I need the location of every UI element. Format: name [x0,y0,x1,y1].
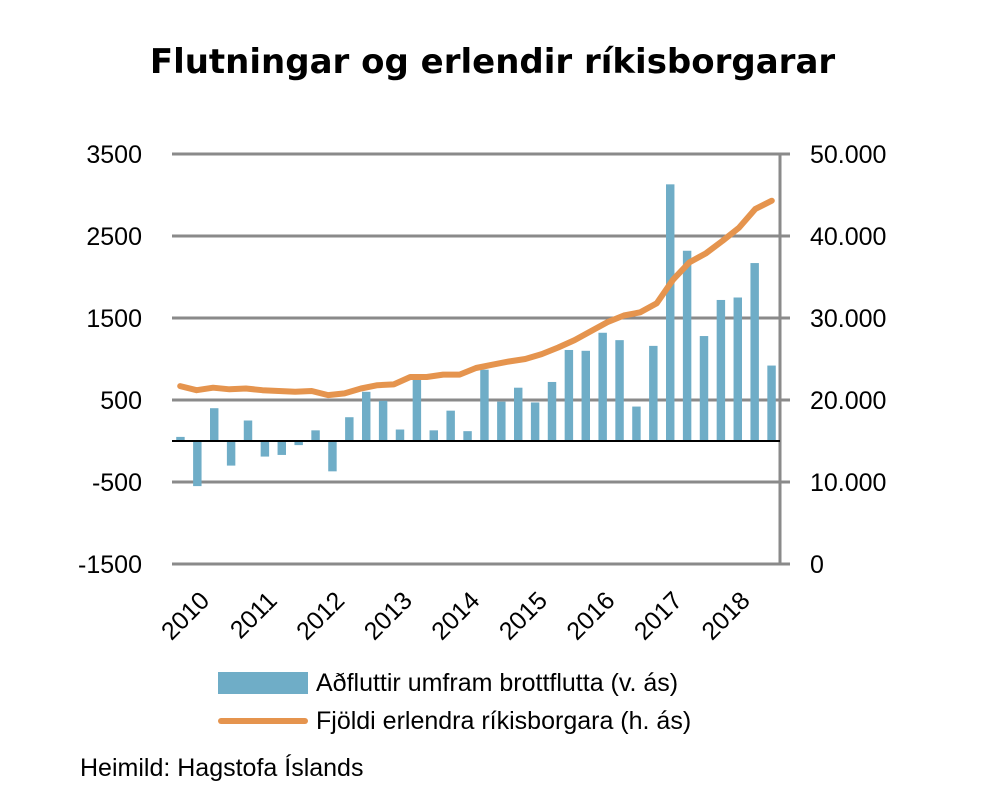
left-axis-tick-label: -500 [92,469,142,497]
bar [345,417,354,441]
x-axis-year-label: 2012 [291,586,350,645]
bar [243,420,253,441]
right-axis-tick-label: 30.000 [810,305,886,333]
bar [294,441,303,446]
x-axis-year-label: 2013 [359,586,418,645]
x-axis-year-label: 2015 [494,586,553,645]
legend-line-swatch [218,718,308,724]
x-axis-year-label: 2010 [156,586,215,645]
x-axis-year-label: 2014 [426,586,485,645]
right-axis-tick-label: 40.000 [810,223,886,251]
bar [699,336,709,441]
x-axis-year-label: 2011 [225,586,283,644]
bar [615,340,624,441]
bar [176,436,185,441]
right-axis-tick-label: 20.000 [810,387,886,415]
bar [564,349,574,441]
bar [750,263,759,441]
legend-bar-swatch [218,672,308,694]
bar [716,299,726,441]
bar [412,379,422,441]
bar [226,441,236,466]
bar [463,431,472,441]
bar [514,387,523,441]
chart-title: Flutningar og erlendir ríkisborgarar [149,42,836,82]
legend-item-line: Fjöldi erlendra ríkisborgara (h. ás) [218,706,691,736]
bar [547,381,557,441]
source-note: Heimild: Hagstofa Íslands [80,754,364,782]
bar [362,391,371,441]
bar [429,430,438,441]
bar [395,429,405,441]
left-axis-tick-label: 3500 [86,141,142,169]
bar [581,350,590,441]
bar [767,365,776,441]
bar [480,369,489,441]
bar [260,441,270,457]
legend-item-bars: Aðfluttir umfram brottflutta (v. ás) [218,668,678,698]
right-axis-tick-label: 50.000 [810,141,886,169]
left-axis-tick-label: 500 [100,387,142,415]
left-axis-tick-label: 1500 [86,305,142,333]
bar [446,410,455,441]
bar [598,332,607,441]
right-axis-tick-label: 10.000 [810,469,886,497]
bar [328,441,337,472]
bar [497,401,506,441]
bar [193,441,202,487]
x-axis-year-label: 2016 [561,586,620,645]
bar [210,408,219,441]
legend-bar-label: Aðfluttir umfram brottflutta (v. ás) [316,668,679,697]
bar [733,297,742,441]
bar [649,345,658,441]
series-line [177,197,775,399]
x-axis-year-label: 2017 [629,586,688,645]
bar [311,430,320,441]
legend-line-label: Fjöldi erlendra ríkisborgara (h. ás) [316,706,692,735]
bar [277,441,286,455]
bar [378,400,388,441]
bar [682,250,692,441]
left-axis-tick-label: -1500 [78,551,142,579]
right-axis-tick-label: 0 [810,551,824,579]
bar [530,402,540,441]
bar [632,406,641,441]
bar [666,184,675,441]
x-axis-year-label: 2018 [696,586,755,645]
left-axis-tick-label: 2500 [86,223,142,251]
